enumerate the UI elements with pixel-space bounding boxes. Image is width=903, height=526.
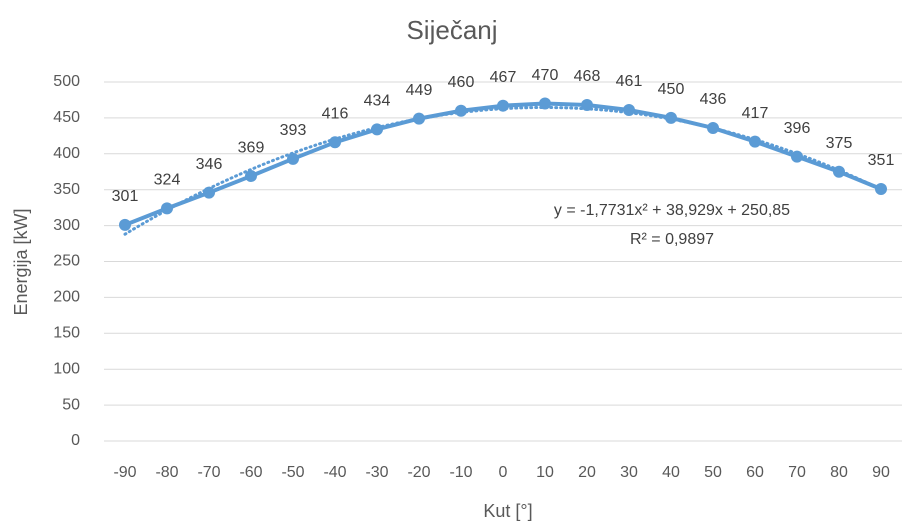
x-tick-label: -90: [113, 464, 136, 481]
data-label: 450: [658, 81, 685, 98]
x-tick-label: 20: [578, 464, 596, 481]
trendline-equation: y = -1,7731x² + 38,929x + 250,85: [554, 202, 790, 219]
data-point: [665, 111, 677, 124]
data-label: 393: [280, 122, 307, 139]
data-point: [497, 99, 509, 112]
data-label: 467: [490, 69, 517, 86]
x-axis-label: Kut [°]: [483, 501, 532, 521]
data-label: 449: [406, 82, 433, 99]
y-tick-label: 0: [71, 432, 80, 449]
x-tick-label: 50: [704, 464, 722, 481]
x-tick-label: -40: [323, 464, 346, 481]
chart-title: Siječanj: [406, 15, 497, 45]
x-tick-label: 90: [872, 464, 890, 481]
data-label: 324: [154, 172, 181, 189]
data-label: 346: [196, 156, 223, 173]
x-tick-label: 10: [536, 464, 554, 481]
y-tick-label: 250: [53, 253, 80, 270]
y-tick-label: 350: [53, 181, 80, 198]
y-tick-label: 500: [53, 73, 80, 90]
x-tick-label: -30: [365, 464, 388, 481]
data-label: 369: [238, 139, 265, 156]
data-label: 468: [574, 68, 601, 85]
x-tick-label: -50: [281, 464, 304, 481]
data-label: 461: [616, 73, 643, 90]
data-point: [371, 123, 383, 136]
y-tick-label: 200: [53, 289, 80, 306]
x-tick-label: 40: [662, 464, 680, 481]
data-label: 301: [112, 188, 139, 205]
data-point: [203, 186, 215, 199]
data-point: [539, 97, 551, 110]
y-tick-label: 450: [53, 109, 80, 126]
y-tick-label: 150: [53, 325, 80, 342]
x-tick-label: -20: [407, 464, 430, 481]
data-point: [161, 202, 173, 215]
data-label: 375: [826, 135, 853, 152]
data-point: [791, 150, 803, 163]
y-tick-label: 100: [53, 360, 80, 377]
data-point: [287, 152, 299, 165]
x-tick-label: 30: [620, 464, 638, 481]
data-label: 416: [322, 106, 349, 123]
data-point: [245, 170, 257, 183]
data-label: 417: [742, 105, 769, 122]
data-label: 470: [532, 67, 559, 84]
y-tick-label: 300: [53, 217, 80, 234]
x-tick-label: 80: [830, 464, 848, 481]
y-axis-label: Energija [kW]: [11, 208, 31, 315]
x-tick-label: 60: [746, 464, 764, 481]
x-tick-label: -80: [155, 464, 178, 481]
x-tick-label: 0: [499, 464, 508, 481]
data-point: [455, 104, 467, 117]
data-point: [119, 218, 131, 231]
x-tick-label: -70: [197, 464, 220, 481]
y-tick-label: 400: [53, 145, 80, 162]
data-label: 436: [700, 91, 727, 108]
data-label: 396: [784, 120, 811, 137]
x-tick-label: 70: [788, 464, 806, 481]
data-label: 351: [868, 152, 895, 169]
data-point: [329, 136, 341, 149]
data-point: [875, 182, 887, 195]
data-point: [707, 121, 719, 134]
data-label: 434: [364, 93, 391, 110]
data-point: [623, 104, 635, 117]
data-point: [581, 98, 593, 111]
data-point: [413, 112, 425, 125]
x-tick-label: -10: [449, 464, 472, 481]
y-tick-label: 50: [62, 396, 80, 413]
data-label: 460: [448, 74, 475, 91]
data-point: [833, 165, 845, 178]
data-point: [749, 135, 761, 148]
x-tick-label: -60: [239, 464, 262, 481]
trendline-r-squared: R² = 0,9897: [630, 231, 714, 248]
